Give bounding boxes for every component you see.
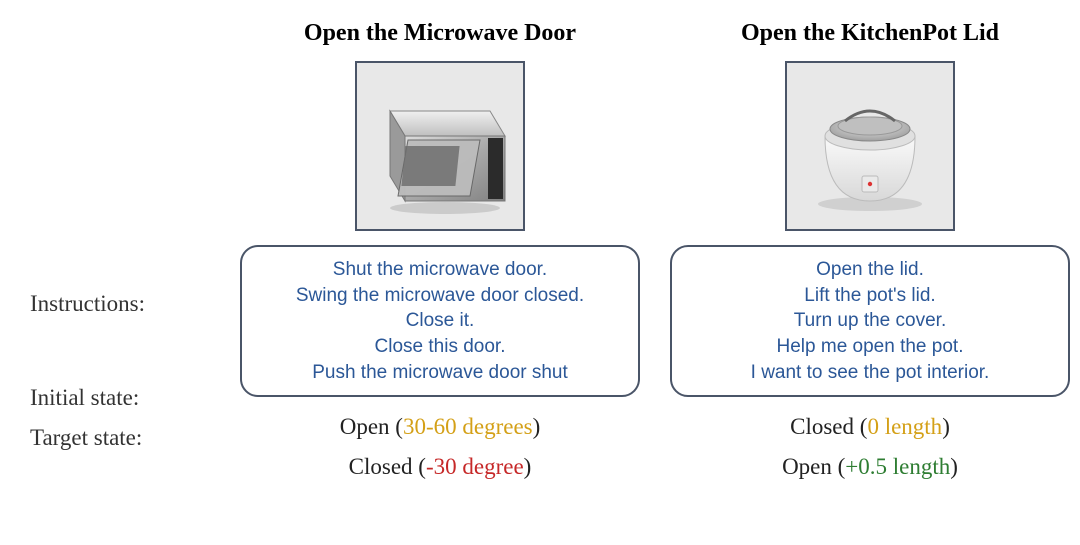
instruction-line: Turn up the cover. [686,308,1054,334]
instruction-line: Help me open the pot. [686,334,1054,360]
microwave-image-frame [355,61,525,231]
microwave-target-state: Closed ( -30 degree ) [349,447,532,487]
kitchenpot-image-frame [785,61,955,231]
state-highlight: +0.5 length [845,454,950,480]
instruction-line: Close it. [256,308,624,334]
kitchenpot-column: Open the KitchenPot Lid [670,20,1070,487]
microwave-icon [360,66,520,226]
initial-state-label: Initial state: [30,378,210,418]
kitchenpot-target-state: Open ( +0.5 length ) [782,447,958,487]
state-prefix: Open ( [340,414,403,440]
microwave-initial-state: Open ( 30-60 degrees ) [340,407,541,447]
state-suffix: ) [950,454,958,480]
state-prefix: Closed ( [790,414,867,440]
instruction-line: Close this door. [256,334,624,360]
microwave-instructions: Shut the microwave door. Swing the micro… [240,245,640,397]
instruction-line: Shut the microwave door. [256,257,624,283]
figure-container: Instructions: Initial state: Target stat… [0,0,1080,507]
instruction-line: Open the lid. [686,257,1054,283]
state-prefix: Closed ( [349,454,426,480]
kitchenpot-initial-state: Closed ( 0 length ) [790,407,950,447]
row-labels-column: Instructions: Initial state: Target stat… [30,20,210,458]
instruction-line: Lift the pot's lid. [686,283,1054,309]
microwave-column: Open the Microwave Door [240,20,640,487]
instruction-line: Swing the microwave door closed. [256,283,624,309]
state-suffix: ) [942,414,950,440]
state-highlight: -30 degree [426,454,524,480]
kitchenpot-instructions: Open the lid. Lift the pot's lid. Turn u… [670,245,1070,397]
kitchenpot-heading: Open the KitchenPot Lid [741,20,999,47]
state-suffix: ) [533,414,541,440]
state-suffix: ) [524,454,532,480]
target-state-label: Target state: [30,418,210,458]
state-highlight: 0 length [867,414,942,440]
instruction-line: I want to see the pot interior. [686,360,1054,386]
instructions-label: Instructions: [30,230,210,378]
state-highlight: 30-60 degrees [403,414,533,440]
instruction-line: Push the microwave door shut [256,360,624,386]
kitchenpot-icon [790,66,950,226]
label-spacer [30,20,210,230]
microwave-heading: Open the Microwave Door [304,20,576,47]
state-prefix: Open ( [782,454,845,480]
